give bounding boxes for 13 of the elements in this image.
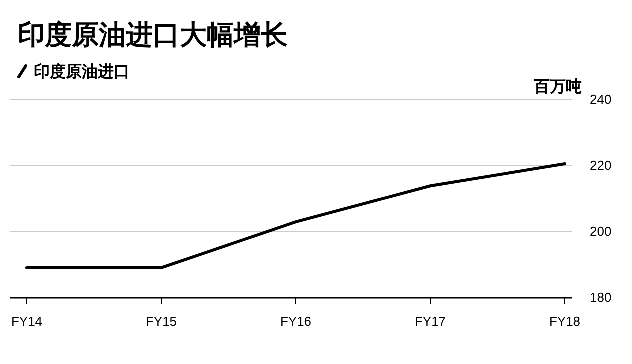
y-tick-label: 200 (590, 224, 612, 239)
x-tick-label: FY16 (280, 314, 312, 329)
legend-label: 印度原油进口 (34, 62, 130, 81)
y-tick-label: 180 (590, 290, 612, 305)
x-tick-label: FY14 (11, 314, 43, 329)
line-series (26, 162, 566, 270)
y-axis-title: 百万吨 (533, 78, 582, 96)
chart-title: 印度原油进口大幅增长 (18, 20, 288, 50)
y-tick-label: 240 (590, 92, 612, 107)
y-tick-label: 220 (590, 158, 612, 173)
x-tick-label: FY15 (146, 314, 178, 329)
x-tick-label: FY18 (549, 314, 581, 329)
x-tick-label: FY17 (414, 314, 446, 329)
